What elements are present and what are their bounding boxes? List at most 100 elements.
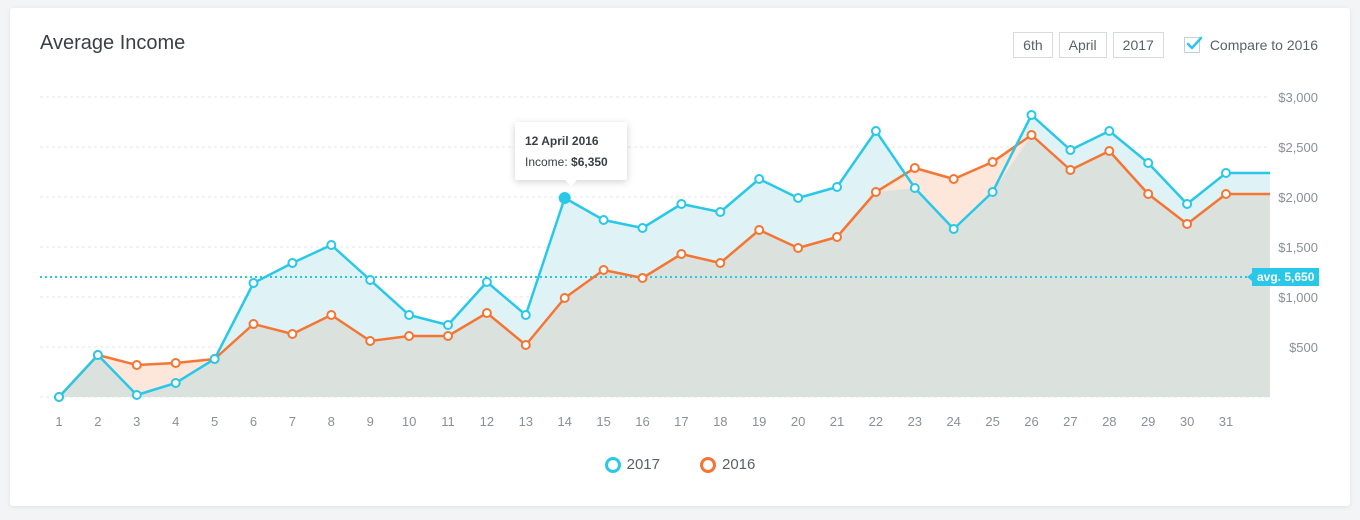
point-2017 (598, 215, 609, 225)
point-2017 (676, 199, 687, 209)
x-tick-label: 2 (94, 414, 101, 429)
x-tick-label: 7 (289, 414, 296, 429)
tooltip-value: $6,350 (571, 155, 608, 169)
point-2016 (987, 157, 998, 167)
point-2016 (676, 249, 687, 259)
x-tick-label: 23 (908, 414, 922, 429)
point-2016 (715, 258, 726, 268)
point-2016 (909, 163, 920, 173)
x-tick-label: 1 (55, 414, 62, 429)
y-tick-label: $2,000 (1278, 190, 1318, 205)
x-tick-label: 30 (1180, 414, 1194, 429)
point-2016 (1065, 165, 1076, 175)
x-tick-label: 19 (752, 414, 766, 429)
x-tick-label: 26 (1024, 414, 1038, 429)
point-2017 (365, 275, 376, 285)
compare-label: Compare to 2016 (1209, 37, 1318, 53)
data-tooltip: 12 April 2016 Income: $6,350 (515, 122, 627, 186)
y-tick-label: $3,000 (1278, 90, 1318, 105)
x-tick-label: 15 (596, 414, 610, 429)
point-2016 (170, 358, 181, 368)
point-2016 (559, 293, 570, 303)
point-2016 (793, 243, 804, 253)
y-tick-label: $2,500 (1278, 140, 1318, 155)
x-tick-label: 27 (1063, 414, 1077, 429)
x-tick-label: 4 (172, 414, 179, 429)
y-tick-label: $1,000 (1278, 290, 1318, 305)
point-2017 (909, 183, 920, 193)
legend-marker-2016 (700, 456, 716, 473)
x-tick-label: 16 (635, 414, 649, 429)
x-tick-label: 25 (985, 414, 999, 429)
x-tick-label: 17 (674, 414, 688, 429)
y-tick-label: $500 (1289, 340, 1318, 355)
point-2017 (170, 378, 181, 388)
point-2016 (1221, 189, 1231, 199)
point-2017 (832, 182, 842, 192)
legend-item-2017[interactable]: 2017 (604, 456, 660, 473)
year-select[interactable]: 2017 (1112, 32, 1164, 58)
legend-marker-2017 (604, 456, 621, 473)
line-2017 (58, 113, 1270, 398)
x-tick-label: 29 (1141, 414, 1155, 429)
point-2016 (1143, 189, 1154, 199)
compare-checkbox[interactable] (1183, 36, 1203, 53)
point-2017 (1104, 126, 1115, 136)
point-2017 (209, 354, 220, 364)
tooltip-arrow (565, 180, 577, 186)
point-2016 (131, 360, 142, 370)
point-2016 (404, 331, 415, 341)
x-tick-label: 13 (519, 414, 533, 429)
month-select[interactable]: April (1058, 32, 1107, 58)
compare-toggle[interactable]: Compare to 2016 (1183, 36, 1318, 53)
point-2017 (1143, 158, 1154, 168)
tooltip-label: Income: (525, 155, 568, 169)
x-tick-label: 11 (441, 414, 455, 429)
point-2017 (793, 193, 804, 203)
x-tick-label: 24 (946, 414, 960, 429)
check-icon (1186, 36, 1203, 50)
point-2017 (404, 310, 415, 320)
point-2016 (287, 329, 298, 339)
point-2017 (248, 278, 259, 288)
legend-label-2016: 2016 (722, 456, 756, 473)
point-2016 (870, 187, 881, 197)
x-tick-label: 18 (713, 414, 727, 429)
legend-item-2016[interactable]: 2016 (700, 456, 755, 473)
point-2017 (131, 390, 142, 400)
legend-label-2017: 2017 (626, 456, 660, 473)
x-tick-label: 22 (869, 414, 883, 429)
x-tick-label: 20 (791, 414, 805, 429)
point-2016 (637, 273, 648, 283)
point-2017 (1221, 168, 1231, 178)
point-2016 (832, 232, 842, 242)
point-2016 (326, 310, 337, 320)
point-2017 (54, 392, 64, 402)
day-select[interactable]: 6th (1013, 32, 1053, 58)
area-overlap (59, 135, 1270, 397)
point-2016 (598, 265, 609, 275)
point-2017 (948, 224, 959, 234)
x-tick-label: 28 (1102, 414, 1116, 429)
point-2017 (1065, 145, 1076, 155)
point-2016 (1026, 130, 1037, 140)
point-2016 (248, 319, 259, 329)
point-2017 (326, 240, 337, 250)
point-2016 (365, 336, 376, 346)
x-tick-label: 8 (328, 414, 335, 429)
x-tick-label: 5 (211, 414, 218, 429)
x-tick-label: 12 (480, 414, 494, 429)
point-2016 (1104, 146, 1115, 156)
point-2017 (443, 320, 453, 330)
average-badge: avg. 5,650 (1246, 268, 1320, 286)
point-2017 (637, 223, 648, 233)
point-2017 (520, 310, 531, 320)
point-2017 (715, 207, 726, 217)
line-2016 (58, 133, 1270, 398)
point-2016 (481, 308, 492, 318)
chart-title: Average Income (40, 32, 186, 54)
income-card: Average Income 6th April 2017 Compare to… (10, 8, 1350, 506)
date-controls: 6th April 2017 Compare to 2016 (1013, 32, 1318, 58)
chart-legend: 2017 2016 (10, 456, 1350, 473)
